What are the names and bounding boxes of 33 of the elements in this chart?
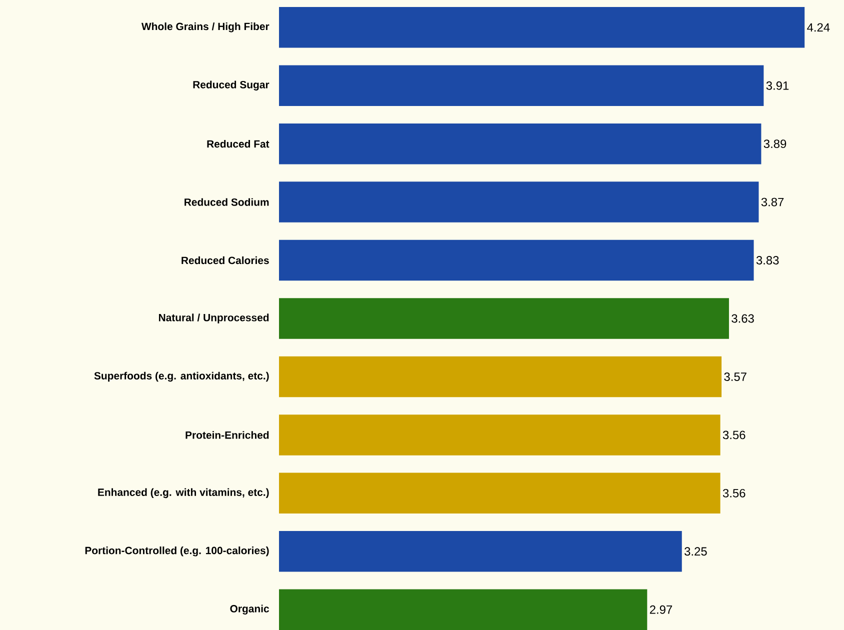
- bar: [279, 123, 762, 164]
- y-tick-label: Portion-Controlled (e.g. 100-calories): [85, 546, 269, 556]
- y-tick-label: Whole Grains / High Fiber: [141, 22, 270, 32]
- y-tick-label: Natural / Unprocessed: [158, 314, 269, 324]
- data-label: 3.25: [684, 547, 707, 556]
- bar: [279, 65, 764, 106]
- data-label: 3.83: [756, 256, 779, 264]
- data-label: 3.56: [722, 488, 746, 498]
- y-tick-label: Protein-Enriched: [186, 431, 269, 439]
- y-tick-label: Superfoods (e.g. antioxidants, etc.): [94, 372, 269, 382]
- y-tick-label: Reduced Fat: [207, 140, 270, 148]
- bar: [279, 589, 648, 630]
- data-label: 3.89: [764, 140, 786, 148]
- y-tick-label: Enhanced (e.g. with vitamins, etc.): [98, 488, 269, 498]
- bar: [279, 356, 722, 398]
- bar: [279, 182, 759, 222]
- y-tick-label: Reduced Sodium: [184, 198, 269, 206]
- data-label: 4.24: [807, 23, 830, 32]
- y-tick-label: Reduced Calories: [182, 256, 269, 264]
- data-label: 2.97: [650, 605, 672, 614]
- y-tick-label: Reduced Sugar: [193, 80, 270, 90]
- bar: [279, 414, 720, 456]
- data-label: 3.56: [722, 430, 746, 440]
- bar: [279, 298, 729, 339]
- bar: [279, 531, 682, 572]
- data-label: 3.91: [766, 81, 789, 90]
- bar: [279, 240, 754, 281]
- bar: [279, 6, 805, 48]
- data-label: 3.87: [761, 198, 784, 206]
- data-label: 3.57: [724, 372, 746, 381]
- data-label: 3.63: [732, 314, 754, 323]
- y-tick-label: Organic: [230, 604, 269, 615]
- bar: [279, 472, 720, 514]
